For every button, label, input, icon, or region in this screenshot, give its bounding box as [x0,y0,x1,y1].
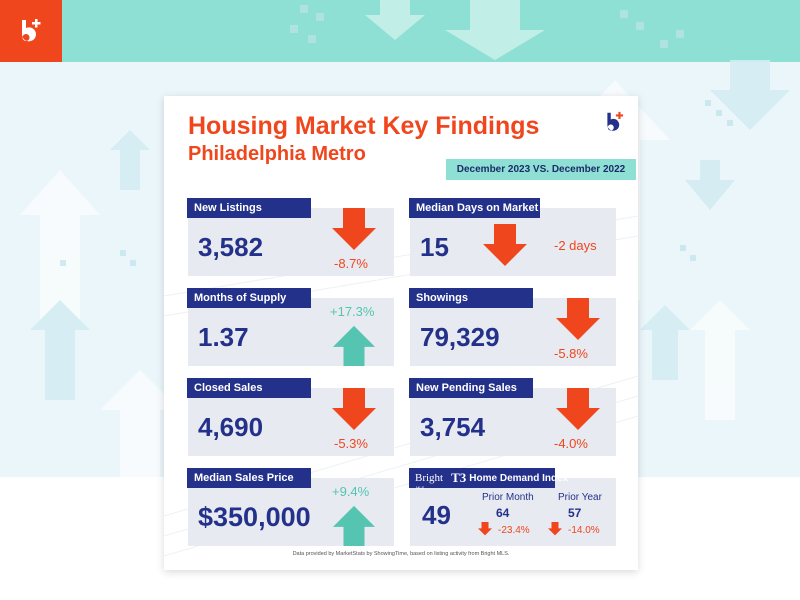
arrow-up-icon [333,505,375,546]
metric-change: +17.3% [330,304,375,319]
demand-index-label: Home Demand Index [469,472,569,484]
prior-month-change: -23.4% [498,525,530,536]
findings-card: Housing Market Key Findings Philadelphia… [164,96,638,570]
bright-logo-icon [21,19,41,42]
metric-value: 3,754 [420,412,486,442]
top-banner [0,0,800,62]
metric-label: Months of Supply [187,288,311,308]
brand-logo-tile[interactable] [0,0,62,62]
metric-value: 79,329 [420,322,500,352]
metric-tile-median-sales-price: Median Sales Price $350,000 +9.4% [187,468,394,546]
metric-change: -5.3% [334,436,368,451]
metric-value: $350,000 [198,502,311,532]
data-source-footnote: Data provided by MarketStats by ShowingT… [292,551,510,557]
metric-label: Median Days on Market [409,198,540,218]
metric-value: 3,582 [198,232,264,262]
bright-logo-icon [607,111,624,131]
metric-value: 15 [420,232,449,262]
metric-change: -8.7% [334,256,368,271]
arrow-down-icon [556,298,600,340]
metric-tile-new-listings: New Listings 3,582 -8.7% [187,198,394,276]
metric-label: New Pending Sales [409,378,533,398]
metric-value: 4,690 [198,412,264,442]
arrow-down-icon [478,522,492,536]
metric-label: New Listings [187,198,311,218]
arrow-up-icon [333,325,375,366]
metric-tile-closed-sales: Closed Sales 4,690 -5.3% [187,378,394,456]
prior-year-change: -14.0% [568,525,600,536]
page-subtitle: Philadelphia Metro [188,143,366,165]
metric-tile-months-of-supply: Months of Supply 1.37 +17.3% [187,288,394,366]
page-title: Housing Market Key Findings [188,112,540,140]
metric-change: -5.8% [554,346,588,361]
arrow-down-icon [332,208,376,250]
demand-index-value: 49 [422,500,451,530]
metric-tile-home-demand-index: Bright T3 Home Demand Index MLS 49 Prior… [409,468,616,546]
demand-index-header: Bright T3 Home Demand Index [409,468,568,488]
prior-year-label: Prior Year [558,492,602,503]
arrow-down-icon [332,388,376,430]
prior-month-value: 64 [496,506,510,520]
comparison-period-banner: December 2023 VS. December 2022 [446,159,636,180]
metric-tile-showings: Showings 79,329 -5.8% [409,288,616,366]
arrow-down-icon [483,224,527,266]
metric-change: -2 days [554,238,597,253]
metric-label: Median Sales Price [187,468,311,488]
metric-change: +9.4% [332,484,370,499]
bright-brand-text: Bright [415,472,444,484]
metric-tile-median-days-on-market: Median Days on Market 15 -2 days [409,198,616,276]
metric-tile-new-pending-sales: New Pending Sales 3,754 -4.0% [409,378,616,456]
metric-label: Showings [409,288,533,308]
metric-label: Closed Sales [187,378,311,398]
t3-brand-text: T3 [451,470,467,485]
arrow-down-icon [548,522,562,536]
prior-year-value: 57 [568,506,582,520]
prior-month-label: Prior Month [482,492,534,503]
metric-value: 1.37 [198,322,249,352]
metric-change: -4.0% [554,436,588,451]
arrow-down-icon [556,388,600,430]
bright-brand-subtext: MLS [416,485,425,490]
